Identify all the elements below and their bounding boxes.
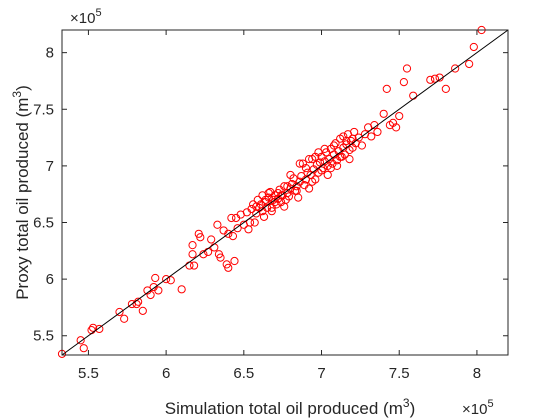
data-point	[317, 166, 326, 175]
data-point	[379, 109, 388, 118]
data-point	[430, 74, 440, 83]
data-point	[280, 202, 289, 211]
data-point	[120, 314, 129, 323]
data-point	[227, 213, 236, 223]
data-point	[320, 144, 329, 153]
data-point	[189, 261, 199, 270]
data-point	[261, 195, 270, 204]
data-point	[308, 177, 317, 186]
data-point	[138, 306, 147, 315]
x-tick-label: 7	[317, 365, 325, 382]
x-tick-label: 6	[162, 365, 170, 382]
x-tick-label: 5.5	[78, 365, 99, 382]
data-point	[245, 218, 255, 227]
x-tick-label: 8	[473, 365, 481, 382]
data-point	[402, 64, 412, 73]
data-point	[392, 123, 401, 132]
data-point	[264, 188, 273, 198]
data-point	[188, 241, 197, 250]
y-axis-multiplier: ×105	[70, 7, 102, 27]
y-tick-label: 7	[46, 158, 54, 175]
x-axis-multiplier: ×105	[462, 398, 494, 418]
data-point	[367, 132, 376, 141]
data-point	[233, 224, 242, 233]
data-point	[267, 207, 276, 216]
data-point	[426, 75, 435, 84]
x-tick-label: 6.5	[233, 365, 254, 382]
x-tick-label: 7.5	[389, 365, 410, 382]
data-point	[399, 77, 408, 87]
data-point	[292, 186, 301, 195]
data-points	[57, 25, 486, 358]
data-point	[382, 84, 391, 93]
data-point	[250, 218, 259, 227]
x-axis-label: Simulation total oil produced (m3)	[165, 396, 415, 418]
data-point	[314, 148, 323, 157]
data-point	[301, 164, 311, 173]
y-tick-label: 5.5	[33, 328, 54, 345]
data-point	[79, 344, 88, 353]
data-point	[283, 182, 292, 191]
data-point	[373, 127, 382, 137]
data-point	[284, 192, 293, 201]
data-point	[332, 161, 342, 170]
data-point	[146, 290, 155, 300]
data-point	[441, 84, 450, 93]
data-point	[342, 136, 351, 146]
y-axis-ticks: 5.5 6 6.5 7 7.5 8	[33, 45, 508, 345]
data-point	[252, 202, 261, 211]
y-tick-label: 6	[46, 271, 54, 288]
reference-line-y-equals-x	[61, 29, 509, 356]
data-point	[177, 285, 186, 294]
data-point	[286, 170, 295, 180]
data-point	[115, 307, 124, 317]
data-point	[162, 275, 171, 284]
data-point	[354, 133, 363, 142]
data-point	[323, 161, 332, 170]
data-point	[259, 212, 269, 221]
data-point	[151, 273, 160, 283]
data-point	[336, 152, 345, 161]
data-point	[304, 184, 314, 193]
data-point	[465, 59, 474, 69]
data-point	[207, 235, 216, 244]
data-point	[295, 159, 304, 168]
data-point	[345, 154, 354, 164]
data-point	[323, 170, 332, 180]
data-point	[340, 150, 349, 159]
data-point	[230, 256, 239, 266]
data-point	[154, 286, 163, 295]
data-point	[76, 336, 85, 345]
data-point	[469, 42, 478, 52]
data-point	[166, 276, 175, 285]
data-point	[272, 200, 281, 209]
y-tick-label: 6.5	[33, 215, 54, 232]
data-point	[88, 323, 98, 332]
axes-box	[61, 29, 509, 356]
data-point	[247, 204, 256, 214]
y-tick-label: 7.5	[33, 101, 54, 118]
data-point	[228, 232, 238, 241]
x-axis-ticks: 5.5 6 6.5 7 7.5 8	[78, 30, 481, 382]
data-point	[357, 141, 367, 150]
data-point	[329, 141, 339, 150]
data-point	[331, 139, 340, 148]
data-point	[216, 253, 225, 262]
data-point	[224, 229, 233, 238]
data-point	[95, 324, 104, 334]
data-point	[213, 220, 222, 229]
data-point	[224, 263, 233, 272]
y-axis-label: Proxy total oil produced (m3)	[10, 85, 32, 300]
data-point	[395, 111, 404, 121]
data-point	[277, 191, 286, 200]
data-point	[451, 64, 460, 73]
data-point	[196, 233, 205, 242]
data-point	[188, 250, 197, 259]
y-tick-label: 8	[46, 45, 54, 62]
